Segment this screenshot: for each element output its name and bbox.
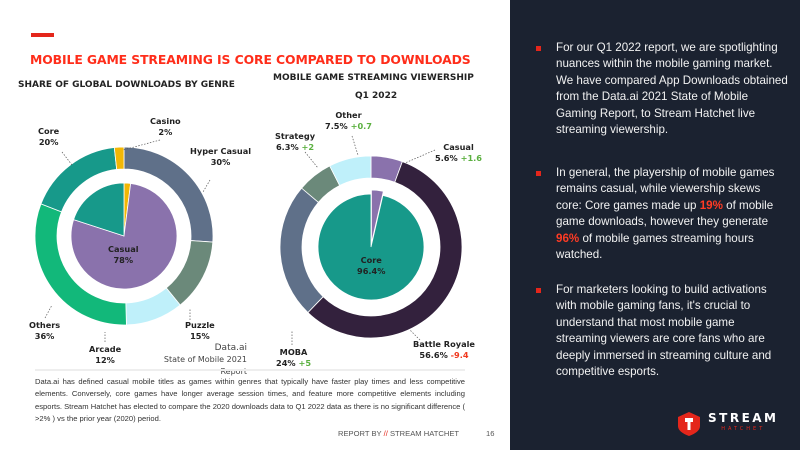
leader-line [404,149,436,164]
insights-panel: For our Q1 2022 report, we are spotlight… [510,0,800,450]
accent-bar [31,33,54,37]
donut-charts [34,135,463,345]
stream-hatchet-logo: STREAM HATCHET [678,412,779,436]
page-number: 16 [486,429,495,438]
leader-line [61,151,73,166]
label-casual-center: Casual 78% [108,244,139,265]
label-battle-royale: Battle Royale 56.6% -9.4 [413,339,475,360]
label-others: Others 36% [29,320,61,341]
divider [35,369,465,371]
viewership-outer-slice-moba [279,187,324,314]
label-core: Core 20% [38,126,60,147]
viewership-inner-slice-casual [371,189,384,244]
slide-content: MOBILE GAME STREAMING IS CORE COMPARED T… [18,33,495,438]
leader-line [304,151,319,169]
bullet-marker [536,46,541,51]
bullet-marker [536,171,541,176]
label-strategy: Strategy 6.3% +2 [275,131,316,152]
leader-line [202,179,211,193]
label-casino: Casino 2% [150,116,181,137]
bullet-3: For marketers looking to build activatio… [536,282,788,380]
label-puzzle: Puzzle 15% [185,320,215,341]
footer-credit: REPORT BY // STREAM HATCHET [338,429,460,438]
hatchet-shield-icon [678,412,700,436]
label-arcade: Arcade 12% [89,344,122,365]
viewership-inner-slice-core [317,193,425,301]
label-other: Other 7.5% +0.7 [325,110,372,131]
bullet-marker [536,288,541,293]
bullet-1: For our Q1 2022 report, we are spotlight… [536,40,788,138]
viewership-chart-title: MOBILE GAME STREAMING VIEWERSHIP [273,73,474,83]
leader-line [351,135,359,156]
leader-line [409,329,421,341]
slide-title: MOBILE GAME STREAMING IS CORE COMPARED T… [30,52,471,67]
label-moba: MOBA 24% +5 [276,347,312,368]
chart-source: Data.ai State of Mobile 2021 Report [163,343,247,376]
label-core-center: Core 96.4% [357,255,386,276]
label-casual: Casual 5.6% +1.6 [435,142,482,163]
downloads-outer-slice-casino [113,146,125,170]
leader-line [122,139,161,151]
leader-line [44,304,53,319]
methodology-note: Data.ai has defined casual mobile titles… [35,377,466,423]
downloads-chart-title: SHARE OF GLOBAL DOWNLOADS BY GENRE [18,80,235,90]
downloads-inner-slice-core [73,182,125,237]
viewership-outer-slice-battle-royale [307,161,463,339]
viewership-chart-period: Q1 2022 [355,91,398,101]
viewership-outer-slice-other [329,155,372,187]
bullet-2: In general, the playership of mobile gam… [536,165,788,263]
label-hyper-casual: Hyper Casual 30% [190,146,252,167]
